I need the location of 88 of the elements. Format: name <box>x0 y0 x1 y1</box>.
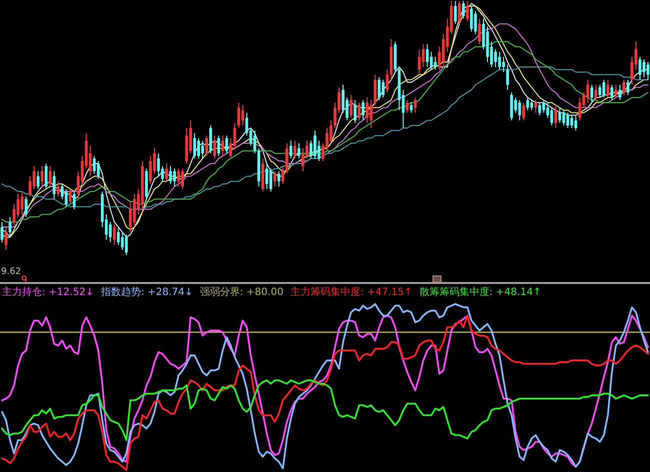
candlestick <box>169 166 172 184</box>
candlestick <box>606 79 610 98</box>
candlestick <box>201 140 204 159</box>
candlestick <box>149 155 152 184</box>
candlestick <box>133 194 136 228</box>
candlestick <box>298 142 300 159</box>
candlestick <box>622 79 626 96</box>
candlestick <box>646 61 650 80</box>
candlestick <box>454 0 457 24</box>
candlestick <box>237 102 240 128</box>
candlestick <box>302 148 304 172</box>
candlestick <box>498 51 501 70</box>
candlestick <box>534 100 538 114</box>
candlestick <box>241 104 244 126</box>
candlestick <box>44 163 48 190</box>
candlestick <box>478 18 481 45</box>
candlestick <box>120 232 124 250</box>
candlestick <box>36 170 40 190</box>
candlestick <box>378 76 381 101</box>
candlestick <box>598 84 602 98</box>
candlestick <box>626 79 630 96</box>
candlestick <box>354 100 356 124</box>
candlestick <box>269 168 272 192</box>
candlestick <box>554 104 558 128</box>
candlestick <box>370 100 373 128</box>
candlestick <box>578 97 582 121</box>
candlestick <box>209 124 212 154</box>
candlestick <box>602 79 606 98</box>
candlestick <box>285 142 288 174</box>
candlestick <box>128 201 132 233</box>
text: 9.62 <box>1 267 22 277</box>
candlestick <box>466 0 469 22</box>
candlestick <box>638 56 642 80</box>
candlestick <box>502 56 505 73</box>
candlestick <box>494 48 497 68</box>
candlestick <box>48 166 52 187</box>
candlestick <box>225 135 228 154</box>
candlestick <box>470 6 473 32</box>
candlestick <box>205 135 208 156</box>
candlestick <box>614 84 618 98</box>
candlestick <box>610 84 614 101</box>
candlestick <box>462 0 465 20</box>
candlestick <box>538 102 542 116</box>
candlestick <box>116 226 120 246</box>
candlestick <box>124 234 128 256</box>
candlestick <box>358 102 361 121</box>
candlestick <box>24 196 28 218</box>
candlestick <box>506 64 509 90</box>
candlestick <box>526 97 530 111</box>
candlestick <box>522 102 526 121</box>
candlestick <box>510 92 513 121</box>
candlestick <box>165 163 168 182</box>
candlestick <box>213 135 216 159</box>
candlestick <box>294 140 296 159</box>
legend: 主力持仓: +12.52↓ 指数趋势: +28.74↓ 强弱分界: +80.00 主力筹码集中度: +47.15↑ 散筹筹码集中度: +48.14↑ <box>2 287 542 298</box>
candlestick <box>366 97 369 124</box>
candlestick <box>253 130 256 154</box>
candlestick <box>642 58 646 78</box>
candlestick <box>474 10 477 35</box>
candlestick <box>314 130 316 159</box>
candlestick <box>96 160 100 180</box>
candlestick <box>458 0 461 24</box>
candlestick <box>173 168 176 187</box>
candlestick <box>265 163 268 190</box>
candlestick <box>157 152 160 177</box>
candlestick <box>277 170 280 187</box>
candlestick <box>177 168 180 187</box>
candlestick <box>289 140 292 159</box>
candlestick <box>273 170 276 187</box>
candlestick <box>8 216 12 238</box>
candlestick <box>20 191 24 215</box>
candlestick <box>4 226 8 250</box>
candlestick <box>181 168 184 190</box>
candlestick <box>193 132 196 159</box>
candlestick <box>518 100 522 121</box>
candlestick <box>221 135 224 156</box>
candlestick <box>618 84 622 101</box>
candlestick <box>550 107 554 126</box>
candlestick <box>0 221 4 243</box>
candlestick <box>386 69 389 93</box>
candlestick <box>112 224 116 246</box>
candlestick <box>362 100 365 121</box>
candlestick <box>197 138 200 159</box>
candlestick <box>530 100 534 111</box>
candlestick <box>281 166 284 184</box>
candlestick <box>350 94 352 118</box>
candlestick <box>40 166 44 187</box>
candlestick <box>217 135 220 156</box>
